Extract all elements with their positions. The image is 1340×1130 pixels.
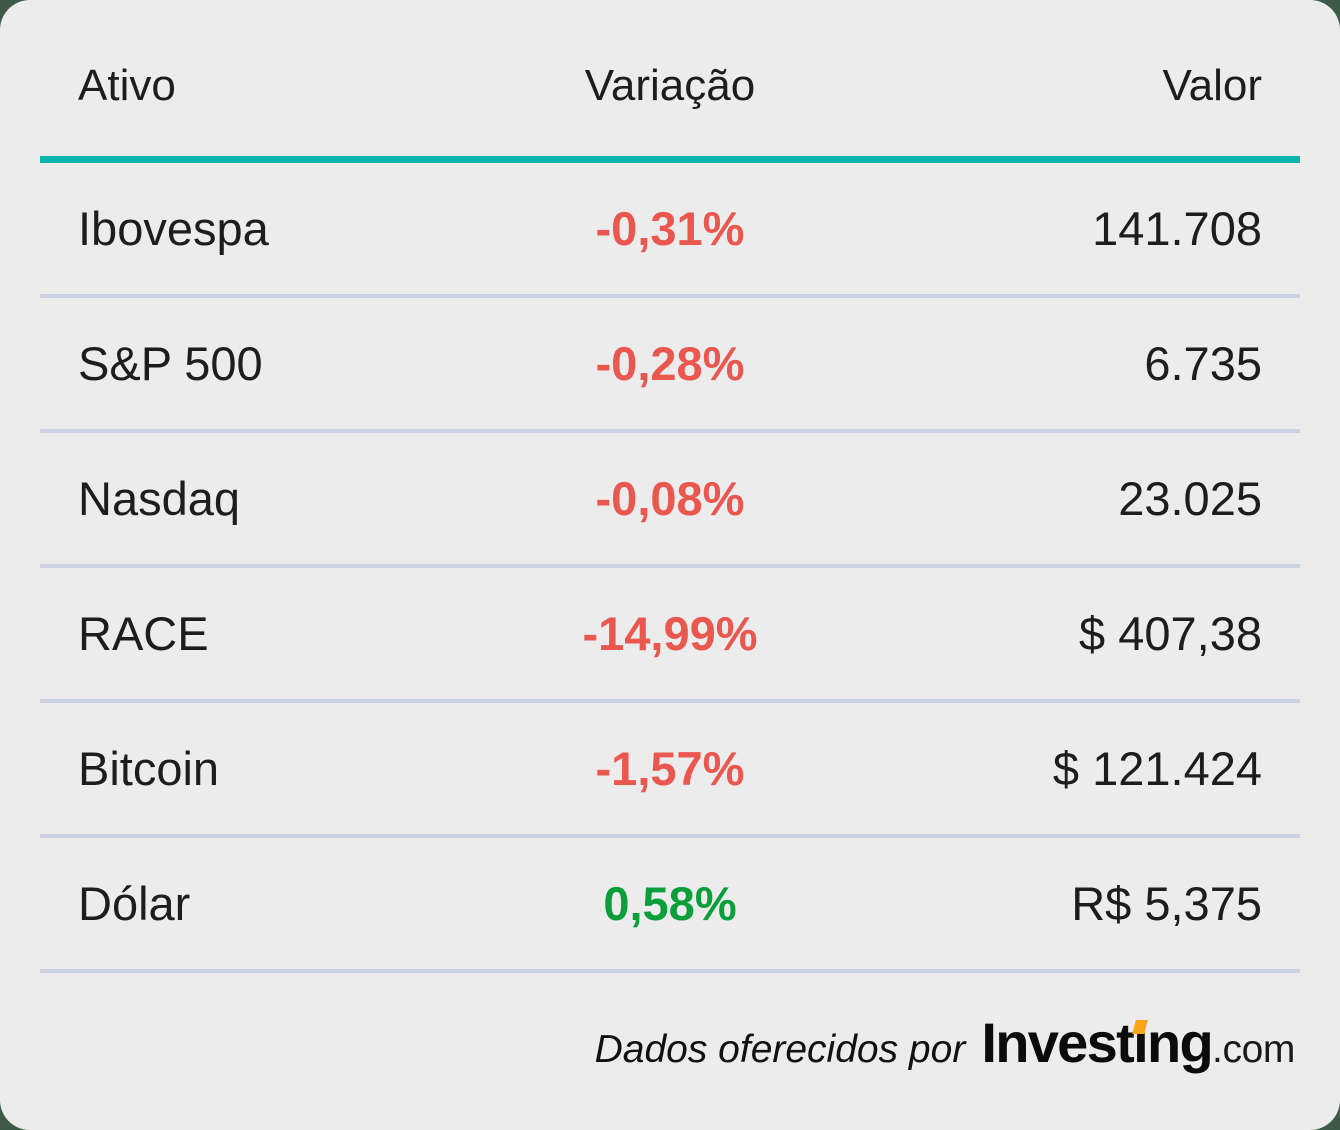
table-row-nasdaq: Nasdaq -0,08% 23.025: [0, 433, 1340, 564]
asset-name: S&P 500: [78, 337, 263, 390]
asset-name: Nasdaq: [78, 472, 240, 525]
row-divider: [40, 294, 1300, 298]
column-header-ativo: Ativo: [78, 61, 176, 110]
asset-value: R$ 5,375: [1071, 877, 1262, 930]
attribution-text: Dados oferecidos por: [594, 1028, 966, 1071]
table-row-bitcoin: Bitcoin -1,57% $ 121.424: [0, 703, 1340, 834]
asset-value: $ 121.424: [1052, 742, 1262, 795]
asset-variation: -0,31%: [595, 202, 745, 255]
table-row-ibovespa: Ibovespa -0,31% 141.708: [0, 163, 1340, 294]
asset-variation: 0,58%: [603, 877, 737, 930]
table-row-sp500: S&P 500 -0,28% 6.735: [0, 298, 1340, 429]
row-divider: [40, 834, 1300, 838]
table-row-dolar: Dólar 0,58% R$ 5,375: [0, 838, 1340, 969]
asset-name: RACE: [78, 607, 209, 660]
row-divider: [40, 969, 1300, 973]
asset-name: Ibovespa: [78, 202, 269, 255]
row-divider: [40, 429, 1300, 433]
asset-variation: -14,99%: [582, 607, 758, 660]
asset-value: $ 407,38: [1079, 607, 1262, 660]
asset-value: 141.708: [1092, 202, 1262, 255]
logo-dotless-i: ı: [1132, 1011, 1149, 1074]
table-header-row: Ativo Variação Valor: [0, 0, 1340, 114]
row-divider: [40, 699, 1300, 703]
asset-variation: -0,08%: [595, 472, 745, 525]
asset-value: 6.735: [1144, 337, 1262, 390]
asset-value: 23.025: [1118, 472, 1262, 525]
column-header-valor: Valor: [1162, 61, 1262, 110]
asset-name: Dólar: [78, 877, 191, 930]
asset-variation: -1,57%: [595, 742, 745, 795]
column-header-variacao: Variação: [584, 61, 756, 110]
logo-com-suffix: .com: [1212, 1028, 1295, 1071]
asset-name: Bitcoin: [78, 742, 220, 795]
header-underline-rule: [40, 156, 1300, 163]
footer-attribution: Dados oferecidos por Investı ng .com: [0, 1015, 1296, 1071]
investing-wordmark: Investı ng: [981, 1011, 1213, 1074]
investing-logo: Investı ng .com: [981, 1015, 1295, 1071]
table-row-race: RACE -14,99% $ 407,38: [0, 568, 1340, 699]
asset-variation: -0,28%: [595, 337, 745, 390]
row-divider: [40, 564, 1300, 568]
